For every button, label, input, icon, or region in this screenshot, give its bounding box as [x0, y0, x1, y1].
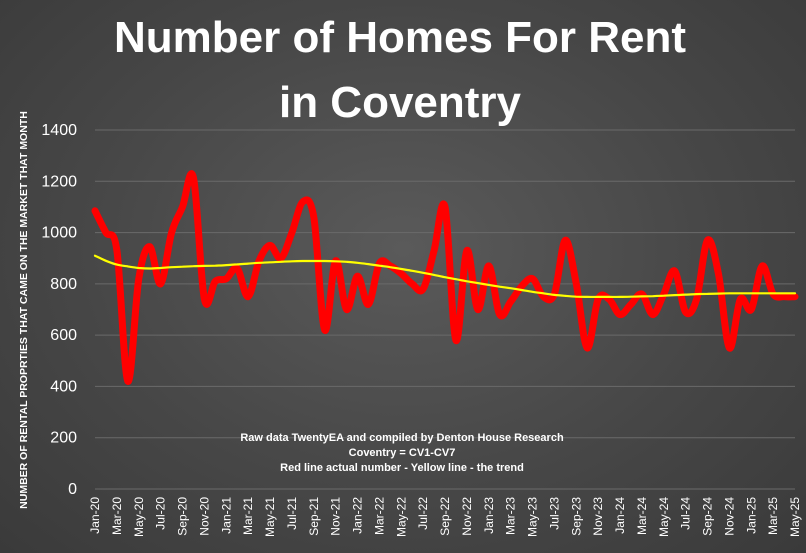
x-tick-label: Jul-20 — [154, 497, 168, 530]
series-layer — [91, 170, 799, 385]
x-tick-label: Jan-23 — [482, 497, 496, 534]
x-tick-label: Nov-20 — [197, 497, 211, 536]
x-tick-label: Jul-21 — [285, 497, 299, 530]
y-tick-label: 600 — [50, 327, 77, 344]
x-tick-label: Mar-24 — [635, 497, 649, 535]
x-tick-label: May-20 — [132, 497, 146, 537]
y-tick-label: 400 — [50, 378, 77, 395]
y-tick-label: 1400 — [41, 122, 77, 139]
x-tick-label: Sep-21 — [307, 497, 321, 536]
x-tick-label: Sep-24 — [701, 497, 715, 536]
x-tick-label: May-22 — [394, 497, 408, 537]
x-tick-label: Mar-23 — [504, 497, 518, 535]
x-tick-label: Mar-22 — [372, 497, 386, 535]
series-line-trend — [93, 254, 797, 299]
x-tick-label: Jul-23 — [547, 497, 561, 530]
x-tick-label: Jul-22 — [416, 497, 430, 530]
x-tick-label: May-24 — [657, 497, 671, 537]
x-tick-label: Mar-21 — [241, 497, 255, 535]
x-tick-label: Jan-24 — [613, 497, 627, 534]
x-tick-label: Jan-20 — [88, 497, 102, 534]
chart-title-line-2: in Coventry — [279, 78, 522, 127]
x-tick-label: May-21 — [263, 497, 277, 537]
annotation-legend: Red line actual number - Yellow line - t… — [280, 462, 524, 474]
y-tick-label: 1200 — [41, 173, 77, 190]
x-tick-label: Nov-22 — [460, 497, 474, 536]
x-tick-label: Mar-20 — [110, 497, 124, 535]
chart-title-line-1: Number of Homes For Rent — [114, 13, 686, 62]
y-tick-label: 200 — [50, 430, 77, 447]
y-tick-label: 1000 — [41, 225, 77, 242]
x-axis: Jan-20 Mar-20 May-20 Jul-20 Sep-20 Nov-20 Jan-… — [88, 497, 802, 537]
y-tick-label: 0 — [68, 481, 77, 498]
y-axis-label: NUMBER OF RENTAL PROPRTIES THAT CAME ON … — [18, 111, 30, 509]
series-line-actual — [91, 170, 799, 385]
y-tick-label: 800 — [50, 276, 77, 293]
x-tick-label: May-23 — [526, 497, 540, 537]
annotation-source: Raw data TwentyEA and compiled by Denton… — [240, 432, 564, 444]
x-tick-label: Jan-25 — [744, 497, 758, 534]
x-tick-label: Sep-22 — [438, 497, 452, 536]
annotation-block: Raw data TwentyEA and compiled by Denton… — [240, 432, 564, 474]
y-axis: 0 200 400 600 800 1000 1200 1400 — [41, 122, 77, 498]
annotation-region: Coventry = CV1-CV7 — [349, 447, 456, 459]
x-tick-label: Jan-22 — [351, 497, 365, 534]
x-tick-label: Jan-21 — [219, 497, 233, 534]
x-tick-label: Nov-21 — [329, 497, 343, 536]
x-tick-label: Sep-23 — [569, 497, 583, 536]
x-tick-label: May-25 — [788, 497, 802, 537]
x-tick-label: Nov-23 — [591, 497, 605, 536]
x-tick-label: Sep-20 — [176, 497, 190, 536]
x-tick-label: Mar-25 — [766, 497, 780, 535]
x-tick-label: Jul-24 — [679, 497, 693, 530]
x-tick-label: Nov-24 — [722, 497, 736, 536]
